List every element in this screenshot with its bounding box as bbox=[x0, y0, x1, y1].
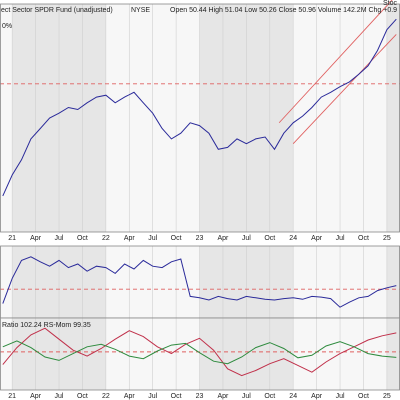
series-line bbox=[2, 327, 397, 377]
x-tick-label: Jul bbox=[336, 235, 345, 242]
x-tick-label: Apr bbox=[311, 235, 323, 242]
series-line bbox=[2, 18, 397, 197]
series-line bbox=[2, 256, 397, 308]
year-shading bbox=[386, 318, 400, 390]
x-tick-label: Apr bbox=[124, 235, 136, 242]
x-tick-label: Apr bbox=[311, 393, 323, 400]
x-tick-label: Jul bbox=[55, 235, 64, 242]
x-tick-label: Oct bbox=[77, 393, 88, 400]
x-tick-label: Jul bbox=[242, 235, 251, 242]
x-tick-label: 25 bbox=[383, 393, 391, 400]
x-tick-label: Jul bbox=[55, 393, 64, 400]
exchange: NYSE bbox=[131, 7, 150, 14]
x-tick-label: Oct bbox=[171, 235, 182, 242]
x-tick-label: Jul bbox=[148, 235, 157, 242]
x-tick-label: Oct bbox=[77, 235, 88, 242]
series-line bbox=[2, 340, 397, 365]
x-tick-label: 22 bbox=[102, 235, 110, 242]
x-tick-label: Oct bbox=[171, 393, 182, 400]
x-tick-label: Oct bbox=[358, 235, 369, 242]
x-tick-label: Apr bbox=[217, 235, 229, 242]
x-tick-label: Oct bbox=[358, 393, 369, 400]
x-tick-label: Apr bbox=[217, 393, 229, 400]
trend-line bbox=[278, 0, 393, 124]
x-tick-label: 24 bbox=[289, 393, 297, 400]
x-tick-label: 21 bbox=[8, 235, 16, 242]
x-tick-label: 24 bbox=[289, 235, 297, 242]
year-shading bbox=[386, 4, 400, 232]
quote: Open 50.44 High 51.04 Low 50.26 Close 50… bbox=[170, 7, 397, 14]
chart-title: ect Sector SPDR Fund (unadjusted) bbox=[1, 7, 113, 14]
year-shading bbox=[386, 246, 400, 318]
trend-line bbox=[292, 34, 397, 144]
x-tick-label: 21 bbox=[8, 393, 16, 400]
x-tick-label: Oct bbox=[264, 235, 275, 242]
x-tick-label: 25 bbox=[383, 235, 391, 242]
x-tick-label: 22 bbox=[102, 393, 110, 400]
x-tick-label: Apr bbox=[124, 393, 136, 400]
x-tick-label: Oct bbox=[264, 393, 275, 400]
corner-label: 0% bbox=[2, 23, 12, 30]
watermark: Stoc bbox=[383, 0, 398, 7]
x-tick-label: 23 bbox=[196, 393, 204, 400]
x-tick-label: 23 bbox=[196, 235, 204, 242]
x-tick-label: Jul bbox=[336, 393, 345, 400]
x-tick-label: Jul bbox=[242, 393, 251, 400]
x-tick-label: Apr bbox=[30, 235, 42, 242]
legend-text: Ratio 102.24 RS-Mom 99.35 bbox=[2, 322, 91, 329]
x-tick-label: Jul bbox=[148, 393, 157, 400]
x-tick-label: Apr bbox=[30, 393, 42, 400]
